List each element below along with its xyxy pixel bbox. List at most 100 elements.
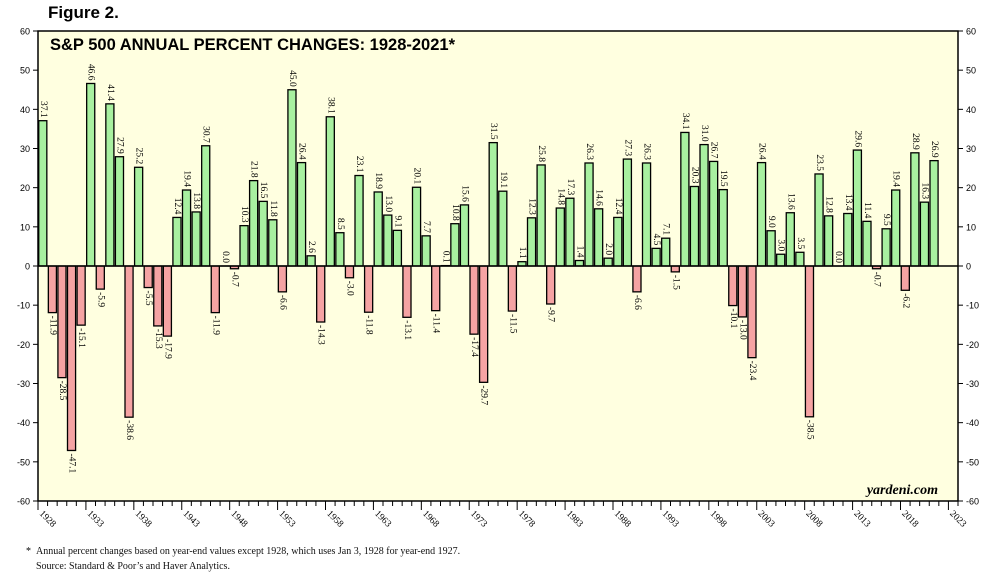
x-tick-label: 1983 — [564, 509, 585, 530]
bar-value-label: 25.2 — [134, 148, 144, 165]
bar — [411, 186, 422, 267]
bar — [632, 265, 642, 293]
bar-value-label: 30.7 — [201, 126, 211, 143]
bar — [689, 185, 700, 267]
bar — [277, 265, 288, 293]
bar-value-label: 0.1 — [440, 251, 450, 263]
bar-value-label: 16.5 — [258, 182, 268, 199]
bar — [38, 120, 48, 267]
bar-value-label: -0.7 — [229, 272, 239, 287]
bar — [670, 265, 680, 273]
bar — [57, 265, 67, 379]
bar — [431, 265, 441, 312]
y-tick-label: 60 — [966, 27, 976, 37]
x-tick-label: 1978 — [516, 509, 537, 530]
bar — [133, 166, 144, 267]
bar-value-label: 12.4 — [172, 198, 182, 215]
bar-value-label: -38.6 — [124, 420, 134, 440]
bar — [76, 265, 86, 326]
x-tick-label: 1963 — [372, 509, 393, 530]
y-axis-right: -60 -50 -40 -30 -20 -10 0 10 20 30 40 50 60 — [958, 27, 979, 507]
bar — [114, 156, 125, 267]
y-tick-label: -30 — [966, 379, 979, 389]
bar-value-label: 46.6 — [86, 64, 96, 81]
bar-value-label: -11.5 — [507, 314, 517, 334]
x-tick-label: 2023 — [947, 509, 968, 530]
bar-value-label: -15.1 — [76, 328, 86, 348]
x-axis: 1928 1933 1938 1943 1948 1953 1958 1963 1968 1973… — [37, 501, 968, 530]
bar — [421, 235, 431, 267]
y-tick-label: 30 — [20, 144, 30, 154]
x-tick-label: 1928 — [37, 509, 58, 530]
x-tick-label: 1973 — [468, 509, 489, 530]
y-tick-label: 10 — [20, 222, 30, 232]
bar-value-label: -11.9 — [47, 316, 57, 336]
bar-value-label: 23.5 — [814, 154, 824, 171]
bar — [766, 230, 776, 267]
y-tick-label: -10 — [966, 301, 979, 311]
y-tick-label: -40 — [17, 418, 30, 428]
bar — [699, 143, 709, 267]
bars — [38, 82, 939, 452]
x-tick-label: 1958 — [324, 509, 345, 530]
bar-value-label: 0.0 — [833, 251, 843, 263]
bar-value-label: 13.8 — [191, 192, 201, 209]
bar-value-label: 19.4 — [891, 170, 901, 187]
bar-value-label: 26.7 — [709, 142, 719, 159]
bar — [258, 200, 268, 267]
y-tick-label: -50 — [966, 457, 979, 467]
y-axis-left: -60 -50 -40 -30 -20 -10 0 10 20 30 40 50 60 — [17, 27, 38, 507]
y-tick-label: -60 — [17, 497, 30, 507]
bar — [105, 103, 115, 267]
bar — [287, 89, 297, 267]
bar-value-label: 27.3 — [622, 139, 632, 156]
bar-value-label: -11.9 — [210, 316, 220, 336]
x-tick-label: 1943 — [181, 509, 202, 530]
bar — [776, 253, 786, 267]
bar-value-label: 3.5 — [795, 237, 805, 249]
bar-value-label: -6.6 — [632, 295, 642, 310]
bar — [718, 188, 728, 267]
bar-value-label: -17.4 — [469, 337, 479, 357]
bar-value-label: 45.0 — [287, 70, 297, 87]
bar — [565, 197, 575, 267]
x-tick-label: 2008 — [804, 509, 825, 530]
bar — [498, 190, 508, 267]
bar-value-label: -15.3 — [153, 329, 163, 349]
bar — [823, 215, 834, 267]
bar-value-label: 10.8 — [450, 204, 460, 221]
bar — [661, 237, 671, 267]
bar-value-label: 1.1 — [517, 247, 527, 259]
bar — [248, 179, 259, 267]
bar-value-label: -0.7 — [872, 272, 882, 287]
bar — [507, 265, 518, 312]
bar — [708, 160, 719, 267]
bar-value-label: 19.5 — [718, 170, 728, 187]
bar-value-label: 26.3 — [584, 143, 594, 160]
bar-value-label: -3.0 — [344, 281, 354, 296]
bar-value-label: -1.5 — [670, 275, 680, 290]
bar-value-label: 7.1 — [661, 223, 671, 235]
bar — [124, 265, 134, 418]
bar-value-label: 3.0 — [776, 239, 786, 251]
bar — [756, 161, 767, 267]
bar-value-label: 20.1 — [412, 168, 422, 185]
bar-value-label: 12.8 — [824, 196, 834, 213]
bar-value-label: -6.6 — [277, 295, 287, 310]
bar-value-label: 13.4 — [843, 194, 853, 211]
y-tick-label: -40 — [966, 418, 979, 428]
bar-value-label: -28.5 — [57, 381, 67, 401]
bar-value-label: -9.7 — [546, 307, 556, 322]
bar — [910, 152, 920, 267]
bar — [929, 159, 939, 267]
bar — [172, 216, 182, 267]
bar — [862, 220, 872, 267]
bar-value-label: 21.8 — [249, 161, 259, 178]
bar — [239, 225, 249, 267]
bar-value-label: 12.3 — [527, 198, 537, 215]
bar — [881, 228, 891, 267]
bar — [814, 173, 824, 267]
y-tick-label: 40 — [966, 105, 976, 115]
bar — [383, 214, 393, 267]
bar-value-label: 19.1 — [498, 172, 508, 189]
